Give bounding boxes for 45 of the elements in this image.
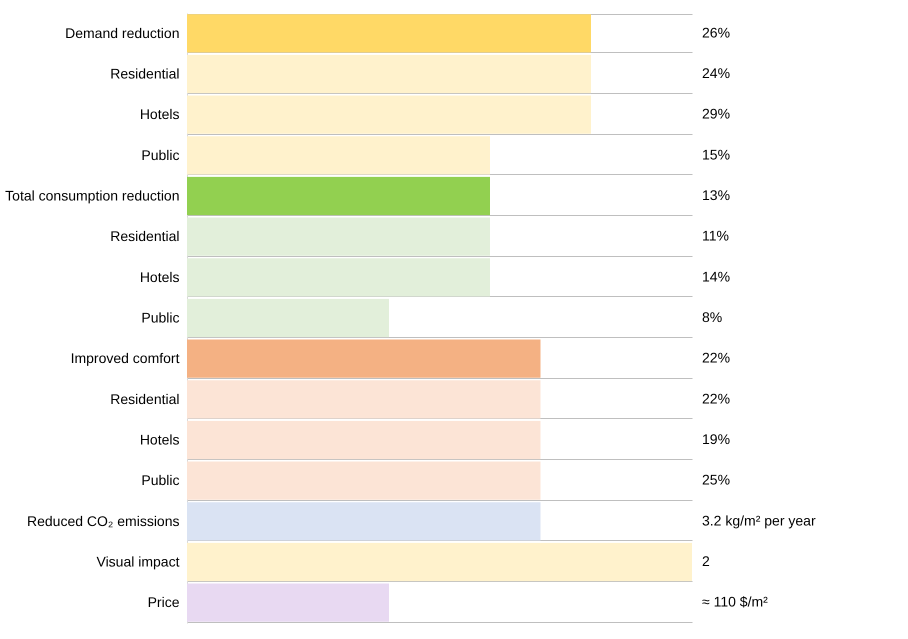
bar bbox=[187, 54, 591, 94]
text: 14% bbox=[702, 268, 730, 284]
y-tick-label: Hotels bbox=[140, 268, 180, 285]
text: 15% bbox=[702, 146, 730, 162]
bar bbox=[187, 176, 490, 216]
text: ≈ 110 $/m² bbox=[702, 594, 768, 610]
bar bbox=[187, 380, 540, 418]
text: 22% bbox=[702, 350, 730, 366]
bar bbox=[187, 420, 540, 460]
text: 13% bbox=[702, 187, 730, 203]
y-tick-label: Public bbox=[141, 472, 180, 488]
y-tick-label: Visual impact bbox=[96, 554, 180, 570]
text: 2 bbox=[702, 553, 710, 569]
text: 3.2 kg/m² per year bbox=[702, 512, 816, 528]
text: 24% bbox=[702, 65, 730, 81]
text: 22% bbox=[702, 390, 730, 406]
y-tick-label: Hotels bbox=[140, 106, 180, 122]
bar bbox=[187, 14, 591, 52]
y-tick-label: Public bbox=[141, 310, 180, 326]
y-tick-label: Public bbox=[141, 146, 180, 163]
text: 8% bbox=[702, 309, 722, 325]
y-tick-label: Demand reduction bbox=[65, 24, 180, 41]
text: 11% bbox=[702, 228, 729, 244]
y-tick-label: Residential bbox=[110, 66, 180, 82]
bar bbox=[187, 502, 540, 540]
bar bbox=[187, 340, 540, 378]
bar bbox=[187, 218, 490, 256]
y-tick-label: Residential bbox=[110, 228, 180, 244]
bar bbox=[187, 462, 540, 500]
bar bbox=[187, 258, 490, 296]
y-tick-label: Residential bbox=[110, 390, 180, 407]
bar bbox=[187, 298, 389, 338]
bar bbox=[187, 584, 389, 622]
y-tick-label: Improved comfort bbox=[70, 350, 180, 366]
y-tick-label: Hotels bbox=[140, 432, 180, 448]
y-tick-label: Total consumption reduction bbox=[5, 188, 180, 204]
text: 26% bbox=[702, 24, 730, 40]
y-tick-label: Price bbox=[148, 594, 180, 610]
bar bbox=[187, 542, 692, 582]
bar bbox=[187, 136, 490, 174]
bar bbox=[187, 96, 591, 134]
text: 25% bbox=[702, 472, 730, 488]
text: 29% bbox=[702, 106, 730, 122]
text: 19% bbox=[702, 431, 730, 447]
y-tick-label: Reduced CO₂ emissions bbox=[27, 512, 180, 529]
